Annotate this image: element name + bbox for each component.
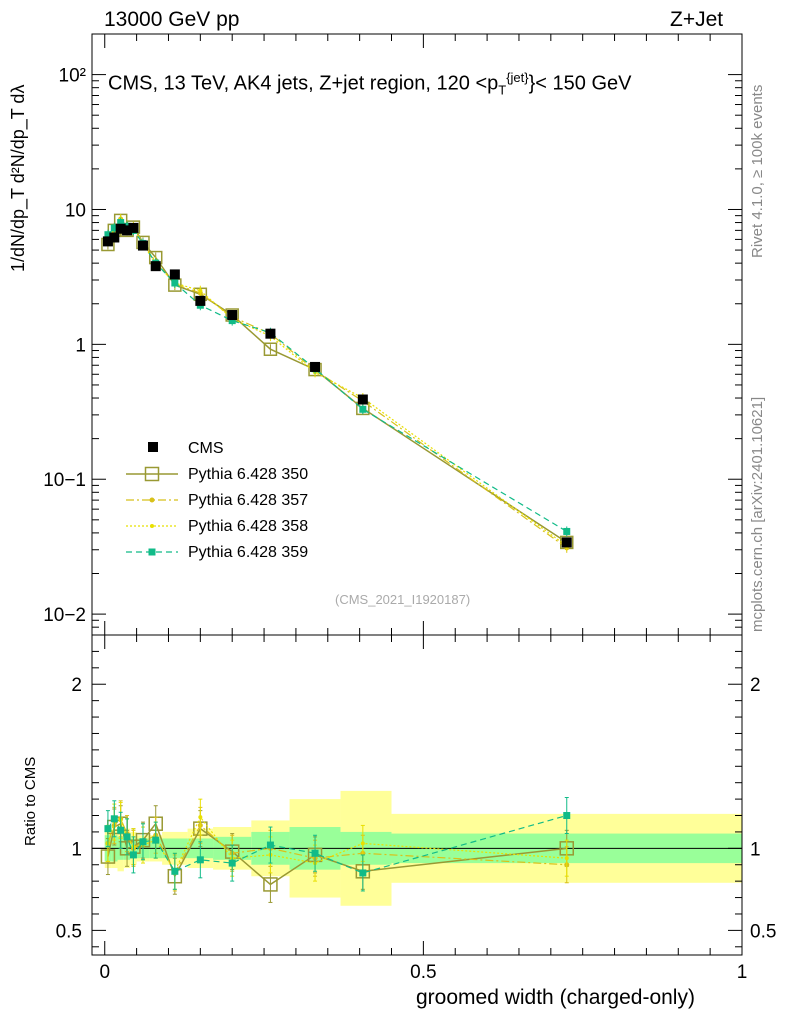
series-line-ratio — [107, 814, 567, 874]
cms-data-point — [195, 295, 206, 306]
cms-data-point — [109, 232, 120, 243]
series-marker — [117, 826, 125, 834]
x-tick-label: 0 — [99, 962, 110, 983]
cms-data — [102, 222, 572, 548]
cms-data-point — [169, 269, 180, 280]
legend-label: Pythia 6.428 358 — [188, 518, 308, 535]
cms-data-point — [115, 223, 126, 234]
series-marker — [359, 405, 367, 413]
series-marker — [360, 841, 365, 846]
series-marker — [149, 497, 155, 503]
series-line-main — [107, 221, 568, 532]
series-marker — [150, 524, 154, 528]
y-tick-label: 10−1 — [43, 470, 86, 491]
legend-label: Pythia 6.428 350 — [188, 466, 308, 483]
legend-label: CMS — [188, 440, 224, 457]
series-2 — [105, 213, 570, 892]
ratio-y-tick-label: 1 — [71, 839, 82, 860]
series-marker — [228, 859, 236, 867]
analysis-reference: (CMS_2021_I1920187) — [335, 592, 471, 607]
ratio-y-tick-label-right: 0.5 — [750, 921, 776, 942]
y-axis-label-ratio: Ratio to CMS — [22, 756, 39, 846]
series-marker — [564, 856, 569, 861]
series-marker — [171, 279, 179, 287]
series-marker — [198, 815, 203, 820]
series-marker — [117, 219, 125, 227]
legend-swatch-cms — [148, 442, 158, 452]
ratio-y-tick-label-right: 1 — [750, 839, 761, 860]
series-marker — [263, 877, 278, 892]
ratio-y-tick-label: 2 — [71, 675, 82, 696]
series-marker — [129, 851, 137, 859]
series-marker — [104, 231, 112, 239]
y-tick-label: 1 — [75, 335, 86, 356]
y-tick-label: 10−2 — [43, 605, 86, 626]
ratio-y-tick-label: 0.5 — [56, 921, 82, 942]
energy-label: 13000 GeV pp — [104, 8, 240, 31]
x-axis-label: groomed width (charged-only) — [416, 986, 695, 1009]
y-tick-label: 10 — [65, 200, 86, 221]
cms-data-point — [150, 261, 161, 272]
y-tick-label: 10² — [59, 66, 86, 87]
cms-data-point — [310, 361, 321, 372]
cms-data-point — [102, 236, 113, 247]
cms-data-point — [227, 310, 238, 321]
series-marker — [228, 317, 236, 325]
series-marker — [198, 288, 203, 293]
series-marker — [148, 548, 156, 556]
process-label: Z+Jet — [670, 8, 724, 31]
ratio-frame — [91, 634, 743, 956]
series-marker — [359, 869, 367, 877]
cms-data-point — [137, 240, 148, 251]
cms-data-point — [128, 222, 139, 233]
series-line-main — [107, 218, 568, 549]
series — [100, 213, 575, 903]
series-marker — [104, 825, 112, 833]
legend-label: Pythia 6.428 357 — [188, 492, 308, 509]
series-marker — [152, 836, 160, 844]
legend-label: Pythia 6.428 359 — [188, 544, 308, 561]
cms-data-point — [357, 394, 368, 405]
series-3 — [105, 214, 569, 890]
cms-data-point — [561, 537, 572, 548]
series-marker — [563, 812, 571, 820]
cms-data-point — [265, 328, 276, 339]
series-marker — [139, 838, 147, 846]
series-line-ratio — [107, 817, 567, 875]
plot-title: CMS, 13 TeV, AK4 jets, Z+jet region, 120… — [108, 70, 632, 98]
ratio-y-tick-label-right: 2 — [750, 675, 761, 696]
x-tick-label: 0.5 — [410, 962, 436, 983]
series-line-main — [107, 218, 568, 544]
mcplots-label: mcplots.cern.ch [arXiv:2401.10621] — [749, 396, 766, 632]
series-marker — [171, 867, 179, 875]
series-marker — [563, 527, 571, 535]
series-marker — [144, 466, 160, 482]
legend: CMS Pythia 6.428 350 Pythia 6.428 357 Pythi… — [126, 440, 308, 561]
cms-data-point — [122, 225, 133, 236]
series-marker — [263, 342, 278, 356]
x-tick-label: 1 — [737, 962, 748, 983]
series-4 — [104, 217, 571, 892]
series-marker — [123, 833, 131, 841]
series-marker — [311, 849, 319, 857]
series-marker — [110, 815, 118, 823]
series-marker — [110, 224, 118, 232]
series-marker — [266, 841, 274, 849]
y-axis-label-main: 1/dN/dp_T d²N/dp_T dλ — [8, 84, 28, 272]
rivet-label: Rivet 4.1.0, ≥ 100k events — [749, 84, 766, 258]
series-marker — [196, 856, 204, 864]
